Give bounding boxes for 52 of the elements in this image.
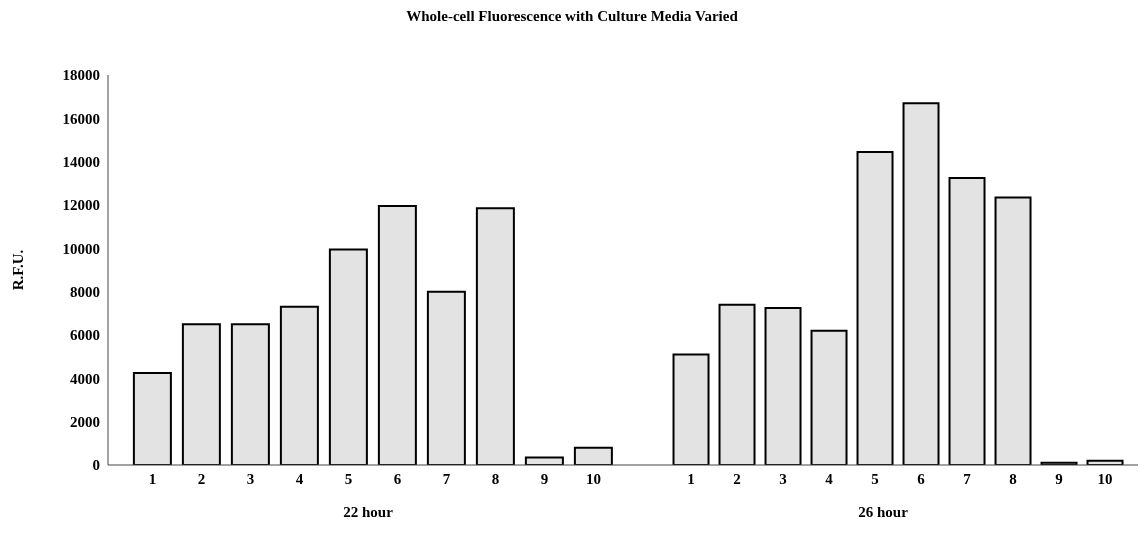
bar <box>672 353 710 465</box>
y-tick-label: 0 <box>92 457 100 474</box>
x-tick-label: 2 <box>197 470 206 487</box>
bar <box>230 323 270 465</box>
x-tick-label: 2 <box>733 470 741 487</box>
y-tick-label: 8000 <box>70 283 100 300</box>
x-tick-label: 1 <box>148 470 157 487</box>
x-tick-label: 8 <box>1009 470 1017 487</box>
x-tick-label: 10 <box>1097 470 1113 487</box>
bar <box>181 323 221 465</box>
x-tick-label: 7 <box>442 470 451 487</box>
x-tick-label: 1 <box>687 470 695 487</box>
bar <box>279 305 319 465</box>
x-tick-label: 4 <box>825 470 834 487</box>
x-axis-title: 26 hour <box>858 504 909 520</box>
bar <box>948 176 986 465</box>
x-tick-label: 5 <box>344 470 353 487</box>
y-tick-label: 2000 <box>70 413 100 430</box>
x-tick-label: 3 <box>779 470 787 487</box>
bar <box>810 329 848 465</box>
y-tick-label: 16000 <box>62 110 100 127</box>
bar <box>524 456 564 465</box>
y-tick-label: 4000 <box>70 370 100 387</box>
x-tick-label: 10 <box>586 470 601 487</box>
bar <box>718 303 756 465</box>
bar <box>426 290 466 465</box>
y-axis-title: R.F.U. <box>10 249 27 291</box>
x-tick-label: 7 <box>963 470 972 487</box>
y-tick-label: 12000 <box>62 197 100 214</box>
bar <box>902 102 940 465</box>
x-tick-label: 6 <box>393 470 402 487</box>
x-tick-label: 8 <box>491 470 500 487</box>
chart-title: Whole-cell Fluorescence with Culture Media Varied <box>405 8 739 25</box>
bar <box>132 371 172 465</box>
bar <box>475 207 515 465</box>
bar <box>764 306 802 465</box>
y-tick-label: 14000 <box>62 153 100 170</box>
bar <box>994 196 1032 465</box>
x-tick-label: 6 <box>917 470 926 487</box>
x-tick-label: 9 <box>540 470 549 487</box>
x-axis-title: 22 hour <box>343 504 394 520</box>
x-tick-label: 4 <box>295 470 304 487</box>
x-tick-label: 9 <box>1055 470 1063 487</box>
bar <box>328 248 368 465</box>
bar <box>377 205 417 465</box>
y-tick-label: 6000 <box>70 327 100 344</box>
x-tick-label: 5 <box>871 470 879 487</box>
bar <box>856 150 894 465</box>
bar <box>573 446 613 465</box>
y-tick-label: 18000 <box>62 67 100 84</box>
y-tick-label: 10000 <box>62 240 100 257</box>
x-tick-label: 3 <box>246 470 255 487</box>
